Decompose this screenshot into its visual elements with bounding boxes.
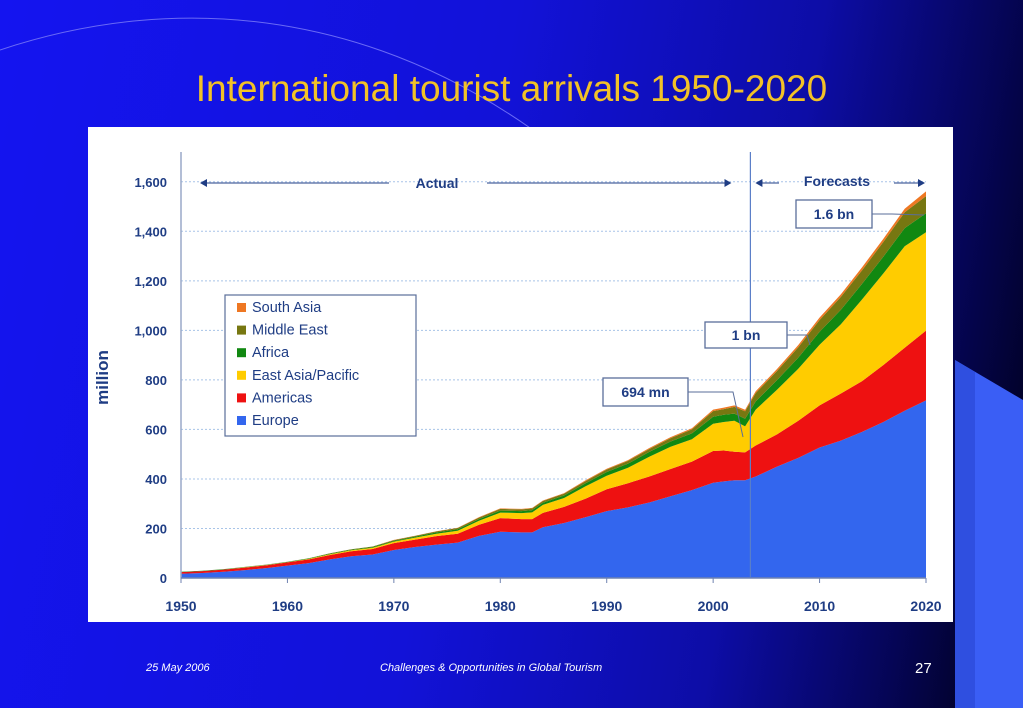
callout-leader xyxy=(872,213,925,216)
callout-label: 1.6 bn xyxy=(814,206,854,222)
chart-panel: 0 200 400 600 800 1,000 1,200 1,400 1,600 1950 196… xyxy=(88,127,953,622)
area-africa xyxy=(181,213,926,573)
legend-swatch xyxy=(237,303,246,312)
legend-swatch xyxy=(237,348,246,358)
callout-box xyxy=(602,377,689,407)
x-tick-label: 1990 xyxy=(591,598,622,614)
forecasts-label: Forecasts xyxy=(804,173,870,189)
legend-label: East Asia/Pacific xyxy=(252,368,359,384)
x-tick-label: 2000 xyxy=(698,598,729,614)
legend-swatch xyxy=(237,416,246,425)
tourist-arrivals-chart: 0 200 400 600 800 1,000 1,200 1,400 1,600 1950 196… xyxy=(93,152,942,614)
legend-box xyxy=(224,294,417,437)
area-europe xyxy=(181,400,926,578)
x-tick-label: 2010 xyxy=(804,598,835,614)
x-tick-label: 2020 xyxy=(910,598,941,614)
annotations: Actual Forecasts 694 mn 1 bn 1.6 bn xyxy=(200,152,925,578)
legend-swatch xyxy=(237,393,246,403)
x-tick-label: 1960 xyxy=(272,598,303,614)
axes: 0 200 400 600 800 1,000 1,200 1,400 1,600 1950 196… xyxy=(93,152,942,614)
footer-title: Challenges & Opportunities in Global Tou… xyxy=(380,662,603,674)
legend-label: Middle East xyxy=(252,323,328,339)
y-tick-label: 600 xyxy=(145,422,167,437)
legend-label: South Asia xyxy=(252,300,322,316)
area-americas xyxy=(181,330,926,574)
page-number: 27 xyxy=(915,660,932,677)
y-tick-label: 1,600 xyxy=(134,175,167,190)
callout-box xyxy=(795,199,873,229)
actual-label: Actual xyxy=(416,175,459,191)
x-tick-label: 1970 xyxy=(378,598,409,614)
stacked-areas xyxy=(181,191,926,578)
legend-label: Europe xyxy=(252,413,299,429)
callout-leader xyxy=(688,391,744,438)
callout-label: 694 mn xyxy=(621,384,669,400)
callout-leader xyxy=(787,334,811,346)
x-tick-label: 1950 xyxy=(165,598,196,614)
y-tick-label: 1,000 xyxy=(134,323,167,338)
y-axis-label: million xyxy=(93,350,112,405)
area-east-asia-pacific xyxy=(181,232,926,573)
legend-label: Africa xyxy=(252,345,290,361)
y-tick-label: 800 xyxy=(145,373,167,388)
legend: South Asia Middle East Africa East Asia/Pac… xyxy=(224,294,417,437)
callout-box xyxy=(704,321,788,349)
x-tick-label: 1980 xyxy=(485,598,516,614)
y-tick-label: 400 xyxy=(145,472,167,487)
y-tick-label: 1,200 xyxy=(134,274,167,289)
legend-swatch xyxy=(237,325,246,335)
y-tick-label: 0 xyxy=(160,571,167,586)
y-tick-label: 200 xyxy=(145,521,167,536)
legend-label: Americas xyxy=(252,390,312,406)
y-tick-label: 1,400 xyxy=(134,224,167,239)
callout-label: 1 bn xyxy=(732,327,761,343)
slide-title: International tourist arrivals 1950-2020 xyxy=(195,68,828,109)
footer-date: 25 May 2006 xyxy=(146,662,210,674)
legend-swatch xyxy=(237,370,246,380)
